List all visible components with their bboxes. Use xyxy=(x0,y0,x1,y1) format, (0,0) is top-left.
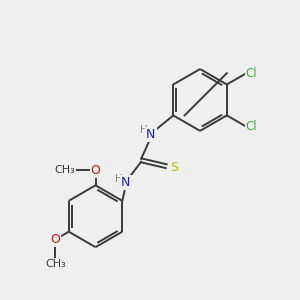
Text: O: O xyxy=(51,233,60,246)
Text: O: O xyxy=(91,164,100,176)
Text: N: N xyxy=(146,128,156,141)
Text: H: H xyxy=(140,125,148,135)
Text: CH₃: CH₃ xyxy=(55,165,76,175)
Text: Cl: Cl xyxy=(246,68,257,80)
Text: H: H xyxy=(115,174,123,184)
Text: S: S xyxy=(170,161,178,174)
Text: Cl: Cl xyxy=(246,119,257,133)
Text: CH₃: CH₃ xyxy=(45,259,66,269)
Text: N: N xyxy=(121,176,130,190)
